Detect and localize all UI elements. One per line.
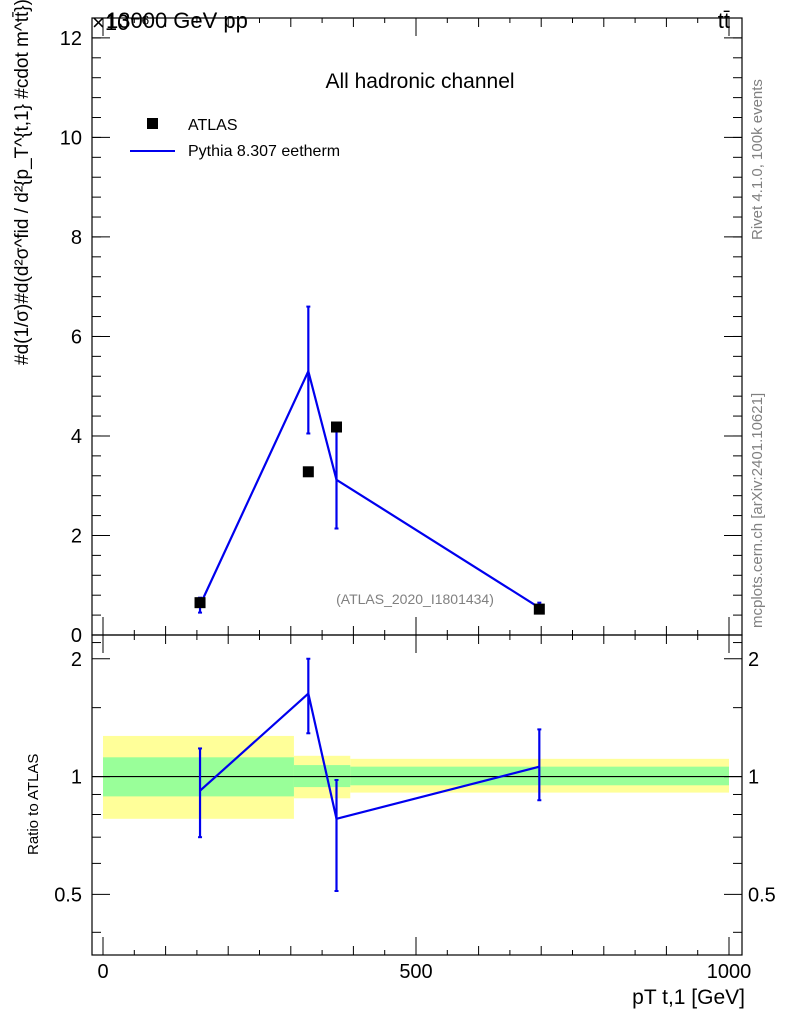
y-tick-label: 2 [71, 525, 82, 547]
series [194, 305, 545, 893]
collision-label: 13000 GeV pp [106, 8, 248, 33]
ratio-y-tick-label: 1 [71, 767, 82, 789]
atlas-point [330, 421, 342, 433]
legend-label-atlas: ATLAS [188, 117, 238, 134]
mcplots-label: mcplots.cern.ch [arXiv:2401.10621] [749, 393, 766, 628]
x-tick-label: 0 [97, 961, 108, 983]
ratio-y-tick-label-right: 0.5 [748, 884, 776, 906]
ratio-pythia-line [199, 691, 540, 821]
rivet-label: Rivet 4.1.0, 100k events [749, 79, 766, 240]
x-axis-label: pT t,1 [GeV] [632, 986, 745, 1009]
legend-marker-atlas [147, 118, 158, 129]
legend: ATLAS Pythia 8.307 eetherm [130, 117, 340, 160]
y-tick-label: 4 [71, 426, 82, 448]
ratio-y-tick-label-right: 2 [748, 649, 759, 671]
y-tick-label: 8 [71, 227, 82, 249]
analysis-tag: (ATLAS_2020_I1801434) [336, 591, 494, 607]
x-tick-label: 1000 [707, 961, 752, 983]
ratio-bands [103, 735, 729, 819]
process-label: tt̄ [718, 8, 730, 33]
y-tick-label: 12 [60, 28, 82, 50]
main-frame [91, 17, 743, 636]
pythia-line [199, 368, 540, 609]
ratio-frame [91, 634, 743, 956]
atlas-point [194, 597, 206, 609]
chart-title: All hadronic channel [325, 70, 514, 93]
y-axis-label: #d(1/σ)#d(d²σ^fid / d²{p_T^{t,1} #cdot m… [12, 0, 33, 365]
y-tick-label: 10 [60, 127, 82, 149]
ratio-y-axis-label: Ratio to ATLAS [25, 754, 42, 855]
y-tick-label: 6 [71, 326, 82, 348]
atlas-point [302, 466, 314, 478]
legend-label-pythia: Pythia 8.307 eetherm [188, 143, 340, 160]
y-tick-label: 0 [71, 625, 82, 647]
ratio-y-tick-label: 2 [71, 649, 82, 671]
atlas-point [533, 603, 545, 615]
ratio-y-tick-label: 0.5 [54, 884, 82, 906]
ratio-y-tick-label-right: 1 [748, 767, 759, 789]
exponent-label: ×10⁻⁶ [92, 10, 150, 35]
x-tick-label: 500 [399, 961, 432, 983]
